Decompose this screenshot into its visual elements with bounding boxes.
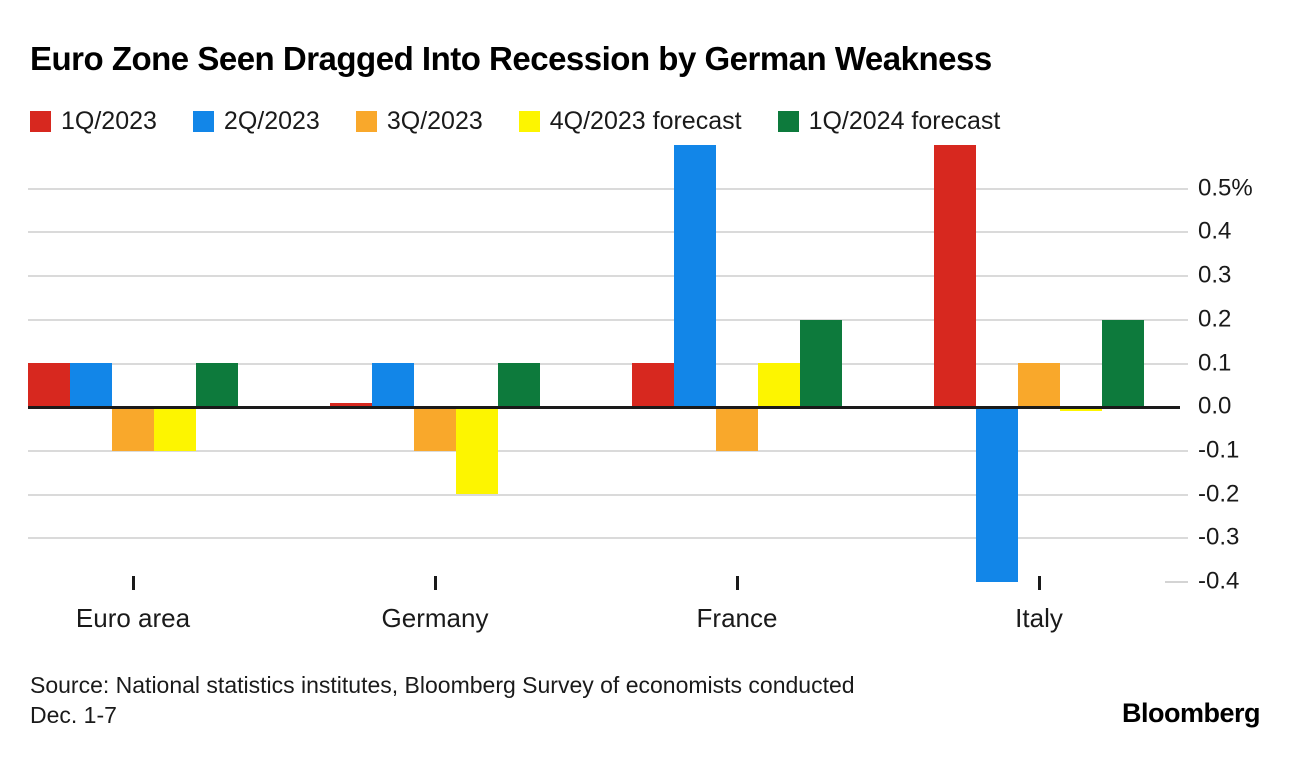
gridline bbox=[28, 363, 1188, 365]
legend-label: 4Q/2023 forecast bbox=[549, 107, 742, 135]
bar-italy-2Q-2023 bbox=[976, 407, 1018, 582]
y-axis-label: 0.0 bbox=[1198, 392, 1232, 420]
legend-label: 3Q/2023 bbox=[386, 107, 483, 135]
chart-title: Euro Zone Seen Dragged Into Recession by… bbox=[30, 40, 992, 77]
gridline bbox=[28, 188, 1188, 190]
zero-axis-line bbox=[28, 406, 1180, 409]
bar-france-4Q-2023-forecast bbox=[758, 363, 800, 407]
legend-swatch-icon bbox=[777, 111, 799, 132]
gridline bbox=[28, 231, 1188, 233]
legend-item-5: 1Q/2024 forecast bbox=[777, 107, 1001, 136]
bar-euro-area-4Q-2023-forecast bbox=[154, 407, 196, 451]
bar-france-2Q-2023 bbox=[674, 145, 716, 407]
x-category-label: Italy bbox=[1015, 603, 1063, 633]
x-axis-tick bbox=[1038, 576, 1041, 590]
bar-italy-1Q-2023 bbox=[934, 145, 976, 407]
plot-area: 0.5% 0.4 0.3 0.2 0.1 0.0 -0.1 -0.2 -0.3 -0.4 Euro … bbox=[28, 145, 1253, 633]
y-axis-label: 0.5% bbox=[1198, 174, 1253, 202]
legend-item-2: 2Q/2023 bbox=[192, 107, 320, 136]
bar-france-1Q-2023 bbox=[632, 363, 674, 407]
gridline bbox=[28, 450, 1188, 452]
bar-italy-3Q-2023 bbox=[1018, 363, 1060, 407]
y-axis-label: 0.4 bbox=[1198, 217, 1232, 245]
legend-item-3: 3Q/2023 bbox=[355, 107, 483, 136]
gridline bbox=[28, 275, 1188, 277]
gridline bbox=[28, 537, 1188, 539]
source-line2: Dec. 1-7 bbox=[30, 702, 117, 728]
x-category-label: Germany bbox=[381, 603, 489, 633]
y-axis-label: 0.3 bbox=[1198, 261, 1232, 289]
x-category-label: Euro area bbox=[75, 603, 191, 633]
bloomberg-logo: Bloomberg bbox=[1121, 698, 1261, 728]
bar-france-1Q-2024-forecast bbox=[800, 320, 842, 407]
y-axis-label: -0.4 bbox=[1198, 567, 1240, 595]
bar-euro-area-1Q-2024-forecast bbox=[196, 363, 238, 407]
y-axis-label: 0.2 bbox=[1198, 305, 1232, 333]
source-note: Source: National statistics institutes, … bbox=[30, 670, 1050, 730]
legend-swatch-icon bbox=[518, 111, 540, 132]
x-axis-tick bbox=[736, 576, 739, 590]
legend-swatch-icon bbox=[30, 111, 51, 132]
bar-euro-area-2Q-2023 bbox=[70, 363, 112, 407]
bar-italy-4Q-2023-forecast bbox=[1060, 407, 1102, 411]
bar-germany-2Q-2023 bbox=[372, 363, 414, 407]
legend-label: 2Q/2023 bbox=[223, 107, 320, 135]
legend-item-4: 4Q/2023 forecast bbox=[518, 107, 742, 136]
legend-label: 1Q/2024 forecast bbox=[808, 107, 1001, 135]
y-axis-label: -0.3 bbox=[1198, 523, 1240, 551]
gridline bbox=[28, 494, 1188, 496]
chart-legend: 1Q/2023 2Q/2023 3Q/2023 4Q/2023 forecast 1Q/… bbox=[30, 107, 1000, 136]
y-axis-label: 0.1 bbox=[1198, 349, 1232, 377]
legend-swatch-icon bbox=[355, 111, 377, 132]
bar-germany-3Q-2023 bbox=[414, 407, 456, 451]
legend-swatch-icon bbox=[192, 111, 214, 132]
x-axis-tick bbox=[132, 576, 135, 590]
x-category-label: France bbox=[696, 603, 778, 633]
legend-item-1: 1Q/2023 bbox=[30, 107, 157, 136]
y-axis-label: -0.1 bbox=[1198, 436, 1240, 464]
bar-germany-1Q-2023 bbox=[330, 403, 372, 407]
x-axis-tick bbox=[434, 576, 437, 590]
y-axis-label: -0.2 bbox=[1198, 480, 1240, 508]
legend-label: 1Q/2023 bbox=[61, 107, 157, 135]
bar-italy-1Q-2024-forecast bbox=[1102, 320, 1144, 407]
gridline bbox=[28, 319, 1188, 321]
bar-euro-area-1Q-2023 bbox=[28, 363, 70, 407]
bar-euro-area-3Q-2023 bbox=[112, 407, 154, 451]
bar-france-3Q-2023 bbox=[716, 407, 758, 451]
bar-germany-1Q-2024-forecast bbox=[498, 363, 540, 407]
bar-germany-4Q-2023-forecast bbox=[456, 407, 498, 494]
gridline bbox=[1165, 581, 1188, 583]
source-line1: Source: National statistics institutes, … bbox=[30, 672, 855, 698]
